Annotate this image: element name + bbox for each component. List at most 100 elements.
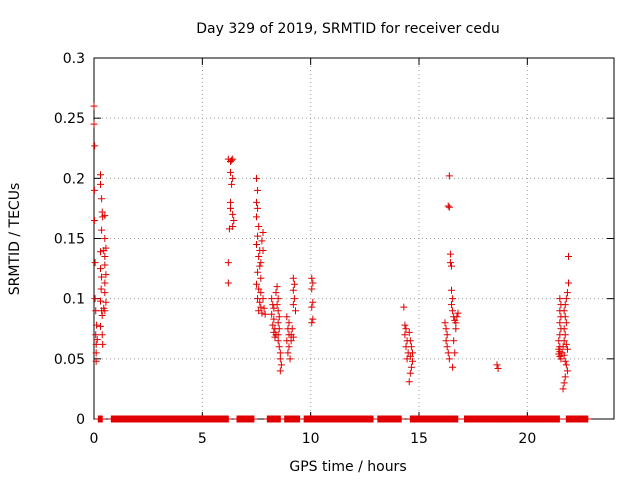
data-point	[449, 295, 457, 303]
data-point	[560, 307, 568, 315]
data-point	[292, 307, 299, 315]
data-point	[101, 235, 109, 242]
data-point	[102, 298, 110, 306]
data-point	[407, 363, 415, 371]
data-point	[276, 367, 284, 375]
data-point	[557, 355, 565, 363]
data-point	[253, 198, 260, 206]
data-point	[453, 313, 461, 321]
data-point	[308, 319, 316, 327]
data-point	[275, 313, 283, 321]
data-point	[274, 337, 282, 345]
data-point	[562, 319, 570, 327]
data-point	[444, 202, 452, 210]
data-point-baseline	[250, 415, 258, 423]
data-point-baseline	[224, 415, 232, 423]
data-point	[224, 279, 232, 287]
data-point	[443, 343, 451, 351]
data-point	[441, 319, 449, 327]
data-point	[228, 156, 236, 164]
chart-title: Day 329 of 2019, SRMTID for receiver ced…	[196, 21, 499, 37]
data-point	[407, 343, 415, 351]
x-tick-label: 0	[90, 431, 99, 447]
data-point	[224, 259, 232, 267]
data-point	[92, 331, 100, 339]
data-point	[92, 349, 100, 357]
data-point	[256, 262, 264, 270]
data-point	[257, 259, 265, 267]
data-point	[228, 180, 236, 188]
data-point	[405, 378, 413, 386]
data-point	[556, 295, 564, 303]
data-point	[277, 361, 285, 369]
data-point	[254, 232, 262, 240]
x-tick-label: 10	[302, 431, 320, 447]
data-point	[91, 142, 99, 150]
data-point	[227, 168, 234, 176]
data-point	[253, 280, 260, 288]
data-point	[562, 340, 570, 348]
data-point	[258, 309, 266, 317]
data-point	[406, 337, 414, 345]
data-point	[259, 295, 267, 303]
data-point	[257, 303, 265, 311]
data-point	[442, 337, 450, 345]
data-point	[97, 297, 104, 305]
data-point	[256, 298, 264, 306]
data-point	[563, 345, 571, 353]
data-point	[255, 285, 263, 293]
data-point	[270, 304, 278, 312]
data-point	[98, 226, 106, 234]
data-point	[290, 295, 298, 303]
data-point	[101, 261, 109, 269]
data-point	[452, 325, 460, 333]
data-point	[227, 204, 234, 212]
data-point	[493, 361, 501, 369]
data-point-baseline	[98, 415, 106, 423]
data-point	[448, 262, 455, 270]
data-point	[90, 186, 98, 194]
data-point	[401, 331, 409, 339]
data-point	[268, 295, 276, 303]
data-point	[255, 222, 263, 230]
data-point	[253, 213, 260, 221]
data-point	[409, 357, 416, 365]
data-point	[93, 336, 101, 344]
data-point	[289, 286, 297, 294]
data-point	[269, 321, 277, 329]
data-point	[401, 321, 409, 329]
data-point	[98, 195, 106, 203]
data-point	[560, 379, 568, 387]
data-point	[405, 328, 413, 336]
data-point	[253, 174, 260, 182]
data-point	[451, 349, 459, 357]
data-point	[97, 265, 104, 273]
data-point	[289, 301, 297, 309]
data-point	[276, 349, 284, 357]
y-tick-label: 0.1	[63, 292, 85, 308]
data-point	[442, 325, 450, 333]
data-point	[229, 174, 237, 182]
data-point	[494, 364, 502, 372]
data-point	[446, 250, 454, 258]
data-point	[97, 285, 105, 293]
data-point	[99, 340, 107, 348]
data-point	[98, 331, 106, 339]
data-point	[562, 361, 570, 369]
y-tick-label: 0.05	[54, 352, 85, 368]
data-point	[102, 244, 110, 252]
data-point	[92, 357, 100, 365]
data-point	[272, 289, 280, 297]
data-point	[448, 301, 455, 309]
y-axis-label: SRMTID / TECUs	[7, 183, 23, 296]
data-point	[253, 241, 260, 249]
data-point	[406, 352, 414, 360]
y-tick-label: 0.25	[54, 111, 85, 127]
x-tick-label: 15	[410, 431, 428, 447]
data-point	[563, 367, 571, 375]
data-point	[284, 349, 292, 357]
data-point	[449, 363, 457, 371]
data-point	[254, 268, 262, 276]
y-tick-label: 0	[76, 412, 85, 428]
